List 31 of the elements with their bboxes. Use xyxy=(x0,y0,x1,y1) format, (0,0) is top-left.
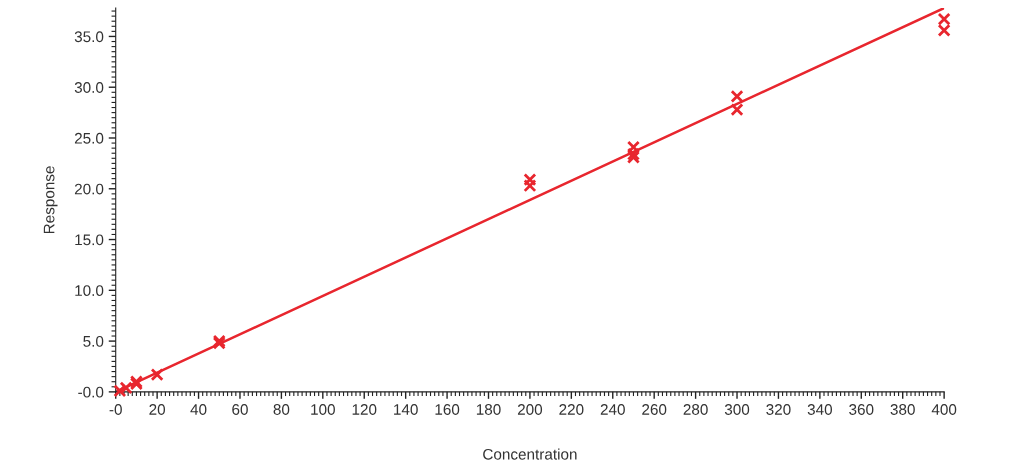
x-tick-label: 160 xyxy=(435,404,460,415)
y-tick-label: 35.0 xyxy=(74,31,104,43)
x-tick-label: 140 xyxy=(394,404,418,415)
x-tick-label: 240 xyxy=(600,404,625,415)
x-tick-label: 80 xyxy=(273,404,290,415)
x-tick-label: 200 xyxy=(517,404,543,415)
x-tick-label: 380 xyxy=(890,404,915,415)
x-tick-label: 400 xyxy=(931,404,957,415)
y-tick-label: 15.0 xyxy=(75,234,104,246)
y-tick-label: 25.0 xyxy=(74,132,104,144)
x-axis-title: Concentration xyxy=(483,448,577,460)
x-tick-label: 280 xyxy=(683,404,708,415)
x-tick-label: 40 xyxy=(190,404,207,415)
y-tick-label: -0.0 xyxy=(78,386,104,398)
x-tick-label: 180 xyxy=(476,404,501,415)
x-tick-label: 320 xyxy=(766,404,791,415)
y-tick-label: 10.0 xyxy=(75,285,104,297)
y-axis-title: Response xyxy=(43,166,58,234)
x-tick-label: 100 xyxy=(311,404,335,415)
x-tick-label: 300 xyxy=(724,404,750,415)
x-tick-label: 340 xyxy=(807,404,833,415)
x-tick-label: 20 xyxy=(149,404,166,415)
y-tick-label: 20.0 xyxy=(74,183,104,195)
y-tick-label: 5.0 xyxy=(83,335,104,347)
x-tick-label: 260 xyxy=(642,404,667,415)
x-tick-label: 120 xyxy=(352,404,377,415)
y-tick-label: 30.0 xyxy=(74,82,104,93)
x-tick-label: 220 xyxy=(559,404,584,415)
x-tick-label: 360 xyxy=(849,404,874,415)
x-tick-label: -0 xyxy=(109,404,122,415)
x-tick-label: 60 xyxy=(232,404,248,415)
